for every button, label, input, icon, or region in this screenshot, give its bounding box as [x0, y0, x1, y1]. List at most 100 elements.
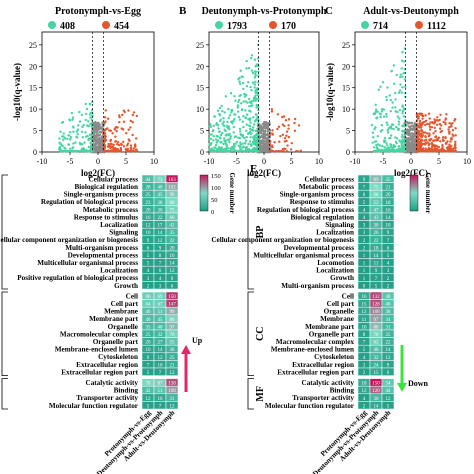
down-point: [250, 69, 254, 72]
down-point: [70, 111, 74, 115]
legend-title: Gene number: [228, 172, 236, 213]
down-point: [77, 149, 80, 153]
down-point: [78, 110, 81, 114]
down-point: [395, 125, 398, 129]
down-point: [402, 115, 406, 118]
up-point: [287, 124, 290, 127]
down-point: [394, 110, 397, 113]
x-axis-label: log2(FC): [247, 168, 281, 178]
down-legend-dot: [215, 21, 223, 29]
ns-point: [408, 150, 412, 153]
up-point: [433, 147, 437, 150]
down-point: [402, 60, 405, 63]
down-point: [80, 142, 83, 146]
down-point: [72, 142, 75, 145]
down-point: [375, 149, 378, 153]
down-point: [223, 137, 226, 140]
row-label: Response to stimulus: [74, 213, 139, 221]
up-point: [438, 127, 442, 130]
cell-value: 25: [386, 333, 392, 338]
up-point: [290, 141, 293, 145]
up-point: [268, 133, 272, 136]
down-point: [257, 81, 260, 84]
cell-value: 69: [158, 295, 164, 300]
down-point: [391, 106, 394, 109]
down-point: [67, 143, 71, 147]
down-point: [248, 127, 252, 131]
down-point: [372, 146, 376, 149]
down-point: [58, 137, 61, 140]
down-point: [81, 125, 84, 129]
cell-value: 3: [159, 284, 162, 289]
up-point: [123, 110, 126, 114]
down-point: [254, 74, 257, 78]
up-point: [419, 112, 422, 115]
down-point: [61, 144, 64, 148]
down-point: [374, 103, 377, 106]
cell-value: 2: [363, 404, 366, 409]
down-point: [381, 144, 384, 148]
down-point: [214, 138, 218, 141]
row-label: Organelle part: [93, 338, 139, 346]
row-label: Binding: [330, 387, 355, 395]
row-label: Macromolecular complex: [60, 330, 139, 338]
up-point: [418, 119, 422, 123]
ns-point: [96, 142, 99, 145]
ns-point: [93, 128, 96, 131]
cell-value: 14: [374, 404, 380, 409]
cell-value: 9: [171, 277, 174, 282]
cell-value: 7: [159, 262, 162, 267]
down-point: [249, 104, 253, 108]
down-point: [396, 110, 399, 114]
cell-value: 3: [363, 363, 366, 368]
cell-value: 5: [363, 201, 366, 206]
up-point: [451, 133, 454, 136]
up-point: [427, 134, 431, 138]
up-point: [449, 145, 452, 148]
down-point: [401, 130, 404, 133]
row-label: Cellular process: [305, 175, 355, 183]
up-point: [447, 128, 450, 131]
up-point: [418, 130, 421, 133]
up-point: [421, 134, 424, 137]
down-point: [250, 54, 254, 57]
down-point: [218, 130, 221, 134]
cell-value: 35: [146, 325, 152, 330]
down-point: [255, 133, 259, 136]
legend-title: Gene number: [424, 172, 432, 213]
ns-point: [258, 125, 262, 128]
cell-value: 6: [363, 193, 366, 198]
ns-point: [95, 136, 98, 139]
down-point: [380, 124, 383, 127]
group-bracket: [1, 291, 8, 376]
y-tick-label: 20: [342, 62, 350, 71]
heat-cell: [165, 367, 179, 376]
up-point: [271, 149, 274, 153]
up-point: [271, 133, 275, 136]
up-point: [419, 143, 422, 147]
down-point: [218, 112, 221, 116]
up-point: [421, 117, 424, 120]
down-point: [62, 149, 65, 153]
down-point: [254, 118, 258, 121]
cell-value: 51: [158, 310, 164, 315]
up-point: [432, 139, 435, 143]
cell-value: 2: [363, 371, 366, 376]
ns-point: [262, 132, 265, 136]
down-point: [218, 147, 222, 151]
up-point: [430, 142, 433, 146]
heat-cell: [165, 401, 179, 410]
up-point: [436, 116, 439, 119]
down-point: [249, 132, 252, 135]
up-point: [445, 113, 448, 116]
down-point: [66, 149, 70, 153]
cell-value: 15: [374, 371, 380, 376]
down-point: [254, 72, 257, 76]
ns-point: [413, 125, 416, 128]
cell-value: 8: [159, 254, 162, 259]
down-point: [382, 115, 386, 118]
down-point: [399, 83, 402, 86]
up-point: [280, 115, 284, 119]
